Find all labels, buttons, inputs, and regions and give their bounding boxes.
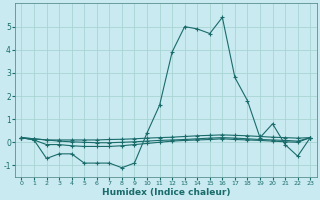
X-axis label: Humidex (Indice chaleur): Humidex (Indice chaleur) xyxy=(101,188,230,197)
